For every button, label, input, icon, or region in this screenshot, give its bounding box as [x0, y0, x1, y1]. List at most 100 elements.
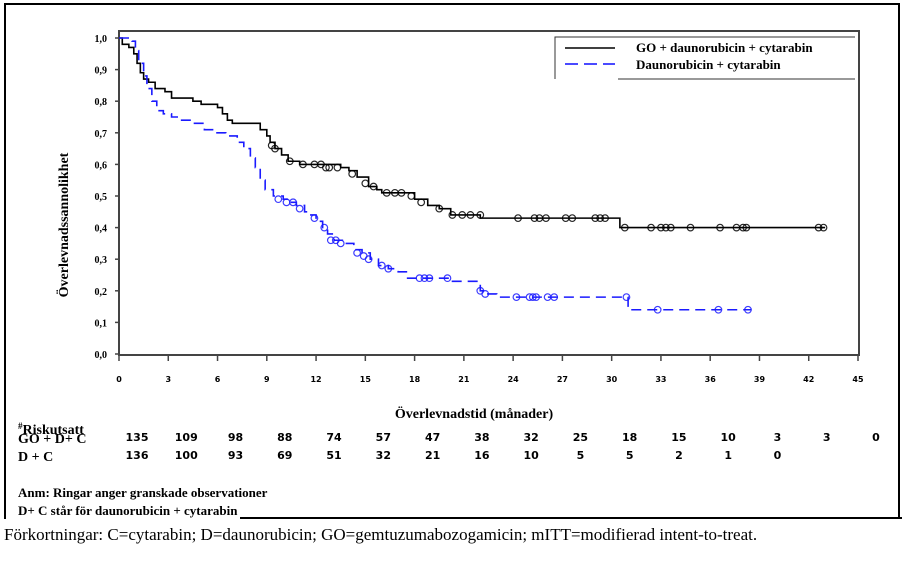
censor-mark — [819, 223, 828, 232]
y-tick-label: 0,6 — [95, 160, 108, 171]
legend-box — [555, 37, 855, 79]
censor-mark — [714, 305, 723, 314]
risk-row-label-dc: D + C — [18, 450, 53, 465]
censor-mark — [661, 223, 670, 232]
risk-value: 18 — [622, 431, 637, 444]
censor-mark — [322, 163, 330, 172]
y-axis-title: Överlevnadssannolikhet — [55, 152, 72, 297]
x-tick-label: 6 — [215, 375, 221, 384]
x-tick-label: 15 — [360, 375, 372, 384]
risk-value: 100 — [175, 449, 198, 462]
figure-frame — [4, 3, 900, 519]
censor-mark — [369, 182, 378, 191]
x-tick-label: 24 — [508, 375, 520, 384]
y-tick-label: 0,8 — [95, 97, 108, 108]
abbreviations-footer: Förkortningar: C=cytarabin; D=daunorubic… — [4, 525, 758, 544]
risk-value: 25 — [573, 431, 588, 444]
plot-area — [118, 30, 860, 356]
chart-notes: Anm: Ringar anger granskade observatione… — [18, 484, 267, 520]
y-tick-label: 1,0 — [95, 34, 108, 45]
y-tick-label: 0,3 — [95, 255, 108, 266]
censor-mark — [512, 293, 521, 302]
risk-table: #Riskutsatt GO + D+ C D + C 135 109 98 88 74… — [18, 421, 880, 465]
risk-value: 10 — [523, 449, 539, 462]
censor-mark — [528, 293, 537, 302]
risk-value: 5 — [626, 449, 634, 462]
risk-value: 88 — [277, 431, 292, 444]
censor-mark — [377, 261, 386, 270]
y-tick-label: 0,0 — [95, 350, 108, 361]
x-tick-label: 9 — [264, 375, 270, 384]
censor-mark — [532, 293, 541, 302]
censor-mark — [514, 214, 522, 223]
x-tick-label: 33 — [655, 375, 666, 384]
censor-mark — [481, 290, 490, 298]
censor-mark — [716, 223, 724, 232]
risk-value: 3 — [774, 431, 782, 444]
censor-mark — [353, 248, 362, 257]
y-tick-label: 0,5 — [95, 192, 108, 203]
risk-header-marker: # — [18, 421, 23, 431]
censor-mark — [550, 293, 559, 302]
risk-value: 98 — [228, 431, 243, 444]
risk-table-header: #Riskutsatt — [18, 421, 84, 438]
risk-value: 69 — [277, 449, 292, 462]
risk-value: 1 — [724, 449, 732, 462]
censor-mark — [361, 179, 370, 188]
censor-mark — [601, 214, 609, 223]
censor-mark — [448, 211, 457, 219]
censor-mark — [310, 214, 319, 223]
risk-value: 15 — [671, 431, 686, 444]
figure-frame-bottom — [240, 517, 902, 519]
risk-value: 47 — [425, 431, 440, 444]
x-axis-title: Överlevnadstid (månader) — [395, 405, 554, 422]
risk-value: 74 — [326, 431, 342, 444]
risk-value: 16 — [474, 449, 490, 462]
risk-value: 32 — [376, 449, 391, 462]
risk-value: 109 — [175, 431, 198, 444]
censor-mark — [415, 274, 424, 283]
note-line-censored: Anm: Ringar anger granskade observatione… — [18, 485, 268, 500]
censor-mark — [417, 198, 426, 207]
y-axis-ticks: 0,0 0,1 0,2 0,3 0,4 0,5 0,6 0,7 0,8 0,9 1,0 — [95, 34, 119, 361]
censor-mark — [282, 198, 291, 207]
x-tick-label: 27 — [557, 375, 568, 384]
censor-mark — [596, 214, 605, 223]
censor-mark — [443, 274, 452, 283]
series-group — [119, 37, 828, 314]
x-axis-ticks: 0 3 6 9 12 15 18 21 24 27 30 33 36 39 42 45 — [116, 355, 864, 384]
y-tick-label: 0,7 — [95, 129, 108, 140]
legend: GO + daunorubicin + cytarabin Daunorubic… — [554, 36, 855, 80]
censor-mark — [295, 204, 304, 213]
censor-mark — [657, 223, 665, 232]
censor-mark — [458, 211, 467, 219]
x-tick-label: 39 — [754, 375, 766, 384]
x-tick-label: 21 — [458, 375, 470, 384]
censor-mark — [289, 198, 297, 207]
risk-value: 51 — [326, 449, 341, 462]
risk-value: 10 — [721, 431, 737, 444]
censor-mark — [274, 195, 283, 204]
censor-mark — [542, 214, 550, 223]
censor-mark — [435, 204, 444, 213]
censor-mark — [530, 214, 539, 223]
censor-mark — [742, 223, 751, 232]
censor-mark — [364, 255, 373, 264]
censor-mark — [686, 223, 695, 232]
censor-mark — [325, 163, 334, 172]
censor-mark — [420, 274, 429, 283]
censor-mark — [271, 144, 279, 153]
censor-mark — [653, 305, 662, 314]
censor-mark — [622, 293, 631, 302]
risk-value: 3 — [823, 431, 831, 444]
y-tick-label: 0,4 — [95, 224, 108, 235]
risk-value: 2 — [675, 449, 683, 462]
risk-value: 0 — [872, 431, 880, 444]
censor-mark — [814, 223, 823, 232]
x-tick-label: 0 — [116, 375, 122, 384]
x-tick-label: 3 — [165, 375, 171, 384]
risk-value: 57 — [376, 431, 391, 444]
censor-mark — [384, 264, 393, 273]
